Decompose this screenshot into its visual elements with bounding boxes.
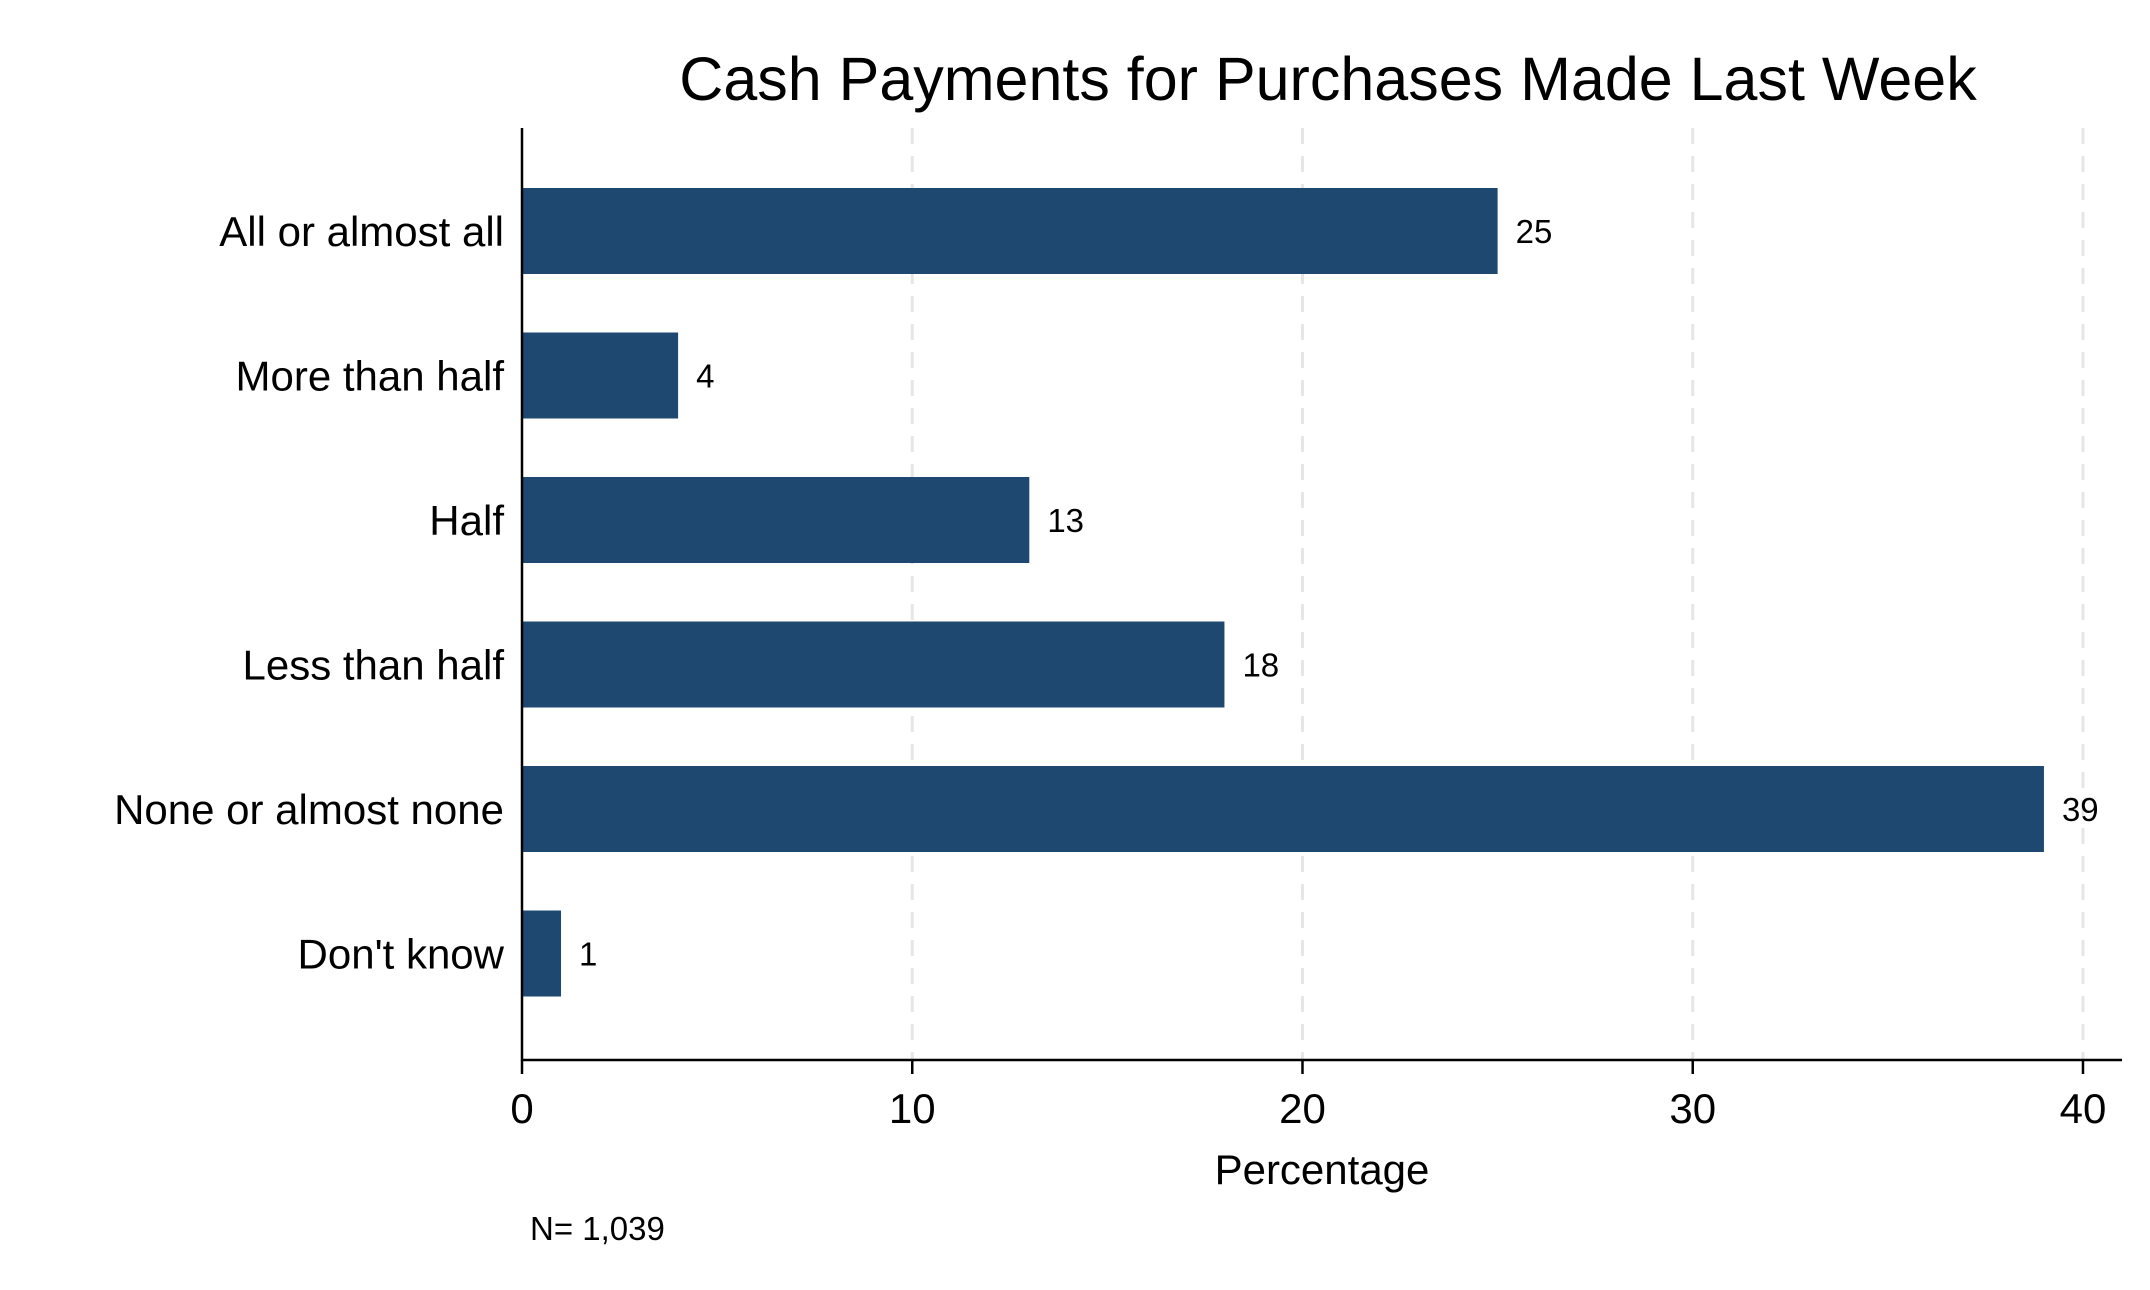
x-tick-label-30: 30 xyxy=(1669,1085,1716,1132)
axes xyxy=(520,128,2122,1062)
x-ticks: 0 10 20 30 40 xyxy=(510,1060,2106,1132)
x-tick-label-20: 20 xyxy=(1279,1085,1326,1132)
bar-2 xyxy=(522,477,1030,563)
data-label-4: 39 xyxy=(2062,791,2099,828)
category-label-1: More than half xyxy=(236,353,505,400)
sample-size-note: N= 1,039 xyxy=(530,1210,665,1247)
x-tick-label-0: 0 xyxy=(510,1085,533,1132)
bar-3 xyxy=(522,621,1225,708)
data-label-1: 4 xyxy=(696,358,714,395)
category-label-4: None or almost none xyxy=(114,786,504,833)
chart-title: Cash Payments for Purchases Made Last We… xyxy=(679,45,1977,113)
x-tick-label-10: 10 xyxy=(889,1085,936,1132)
bar-0 xyxy=(522,188,1498,274)
x-axis-title: Percentage xyxy=(1215,1146,1430,1193)
category-label-5: Don't know xyxy=(298,931,505,978)
grid-lines xyxy=(910,128,2085,1060)
bar-4 xyxy=(522,766,2044,852)
category-labels: All or almost all More than half Half Less … xyxy=(114,208,505,978)
x-tick-label-40: 40 xyxy=(2060,1085,2107,1132)
data-label-0: 25 xyxy=(1516,213,1553,250)
data-label-5: 1 xyxy=(579,936,597,973)
category-label-0: All or almost all xyxy=(219,208,504,255)
data-label-2: 13 xyxy=(1047,502,1084,539)
bars xyxy=(522,188,2044,997)
category-label-3: Less than half xyxy=(242,642,504,689)
data-labels: 25 4 13 18 39 1 xyxy=(579,213,2099,973)
category-label-2: Half xyxy=(429,497,504,544)
bar-1 xyxy=(522,332,679,419)
data-label-3: 18 xyxy=(1242,647,1279,684)
bar-5 xyxy=(522,910,562,997)
